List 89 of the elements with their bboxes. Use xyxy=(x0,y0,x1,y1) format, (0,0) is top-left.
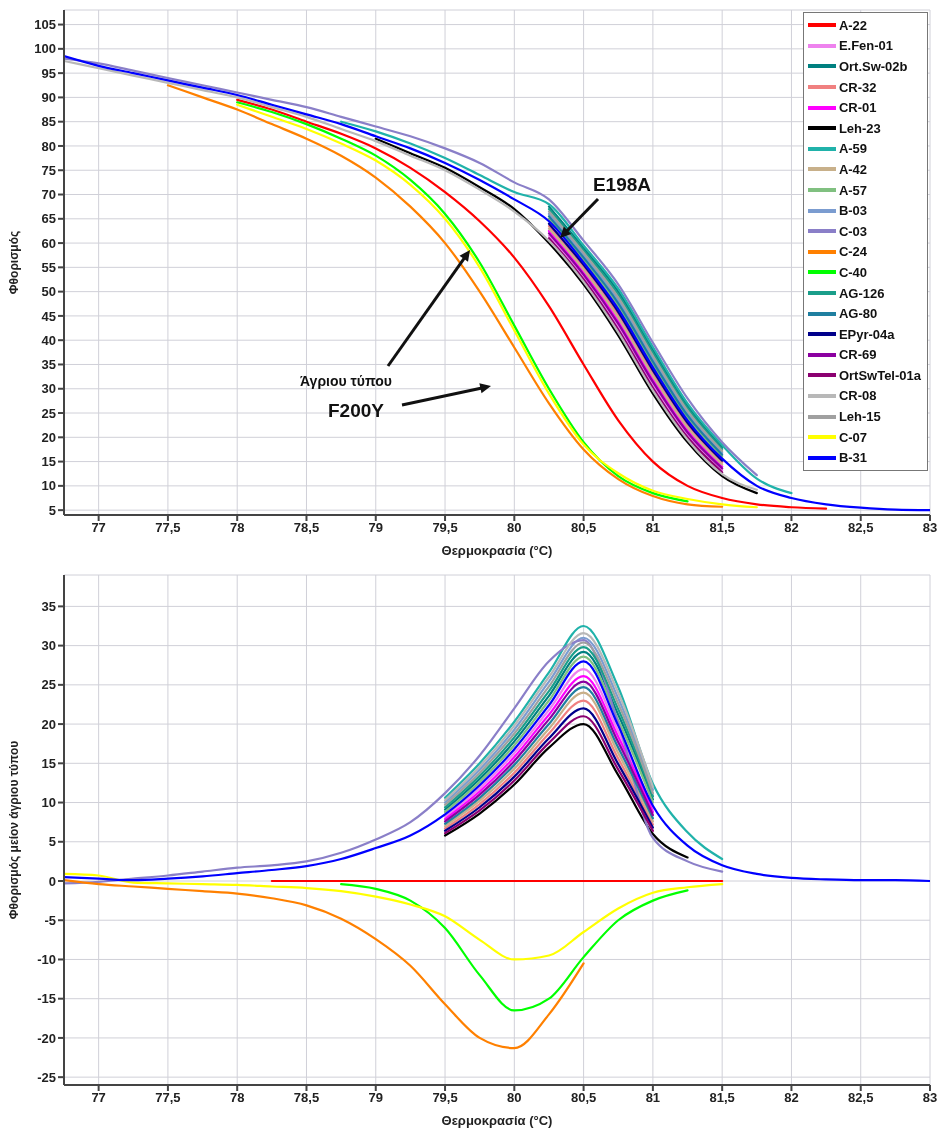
x-axis-title: Θερμοκρασία (°C) xyxy=(441,1113,553,1128)
x-tick-label: 79,5 xyxy=(432,520,458,536)
x-tick-label: 81 xyxy=(645,1090,661,1106)
x-tick-label: 80,5 xyxy=(570,1090,597,1106)
x-tick-label: 83 xyxy=(922,1090,938,1106)
x-tick-label: 83 xyxy=(922,520,938,536)
y-tick-label: 75 xyxy=(41,162,56,178)
x-tick-label: 77 xyxy=(91,1090,106,1106)
legend-label: A-22 xyxy=(838,17,868,33)
x-tick-label: 77 xyxy=(91,520,106,536)
legend-label: Leh-23 xyxy=(838,120,881,136)
y-tick-label: 25 xyxy=(41,677,56,693)
x-tick-label: 82,5 xyxy=(848,520,874,536)
legend-label: B-03 xyxy=(838,203,868,219)
x-tick-label: 79,5 xyxy=(432,1090,458,1106)
y-tick-label: 70 xyxy=(41,187,56,203)
x-tick-label: 78 xyxy=(229,1090,245,1106)
legend-label: AG-126 xyxy=(838,285,885,301)
legend-label: A-57 xyxy=(838,182,868,198)
y-tick-label: -25 xyxy=(37,1069,56,1085)
x-tick-label: 82 xyxy=(784,520,799,536)
legend-label: C-07 xyxy=(838,429,868,445)
y-tick-label: 25 xyxy=(41,405,56,421)
legend-label: C-24 xyxy=(838,244,868,260)
legend-label: Ort.Sw-02b xyxy=(838,58,908,74)
legend-label: EPyr-04a xyxy=(838,326,895,342)
y-tick-label: 35 xyxy=(41,357,56,373)
y-tick-label: 100 xyxy=(34,41,56,57)
y-tick-label: 80 xyxy=(41,138,56,154)
y-tick-label: 5 xyxy=(48,834,56,850)
annotation: E198A xyxy=(592,174,652,196)
y-tick-label: 55 xyxy=(41,259,56,275)
x-tick-label: 79 xyxy=(368,520,383,536)
legend-label: AG-80 xyxy=(838,306,878,322)
legend-label: CR-08 xyxy=(838,388,877,404)
annotation: F200Y xyxy=(328,400,385,422)
y-tick-label: 0 xyxy=(48,873,56,889)
legend-label: C-40 xyxy=(838,264,868,280)
legend-label: CR-69 xyxy=(838,347,877,363)
x-tick-label: 81,5 xyxy=(709,520,735,536)
y-tick-label: 50 xyxy=(41,284,56,300)
y-tick-label: -5 xyxy=(44,912,56,928)
x-tick-label: 78,5 xyxy=(293,520,320,536)
x-tick-label: 81,5 xyxy=(709,1090,735,1106)
y-tick-label: 85 xyxy=(41,114,56,130)
x-tick-label: 78,5 xyxy=(293,1090,320,1106)
x-tick-label: 77,5 xyxy=(155,1090,181,1106)
legend-label: A-59 xyxy=(838,141,868,157)
y-tick-label: 20 xyxy=(41,716,56,732)
x-tick-label: 82,5 xyxy=(848,1090,874,1106)
y-tick-label: 30 xyxy=(41,381,56,397)
y-tick-label: 45 xyxy=(41,308,56,324)
y-tick-label: 65 xyxy=(41,211,56,227)
legend-label: CR-01 xyxy=(838,100,877,116)
y-tick-label: -15 xyxy=(37,991,56,1007)
y-tick-label: 10 xyxy=(41,478,56,494)
legend-label: B-31 xyxy=(838,450,868,466)
legend-label: E.Fen-01 xyxy=(838,38,894,54)
y-tick-label: 105 xyxy=(34,17,56,33)
legend-label: CR-32 xyxy=(838,79,877,95)
x-tick-label: 80 xyxy=(507,520,522,536)
y-tick-label: 30 xyxy=(41,638,56,654)
legend-label: C-03 xyxy=(838,223,868,239)
y-tick-label: 10 xyxy=(41,795,56,811)
y-axis-title: Φθορισμός xyxy=(7,230,22,295)
y-tick-label: 60 xyxy=(41,235,56,251)
x-axis-title: Θερμοκρασία (°C) xyxy=(441,543,553,558)
x-tick-label: 80 xyxy=(507,1090,522,1106)
x-tick-label: 82 xyxy=(784,1090,799,1106)
y-tick-label: 35 xyxy=(41,599,56,614)
x-tick-label: 80,5 xyxy=(570,520,597,536)
x-tick-label: 81 xyxy=(645,520,661,536)
y-tick-label: 15 xyxy=(41,755,56,771)
y-tick-label: 95 xyxy=(41,65,56,81)
y-tick-label: 20 xyxy=(41,429,56,445)
x-tick-label: 79 xyxy=(368,1090,383,1106)
legend-label: OrtSwTel-01a xyxy=(838,367,921,383)
x-tick-label: 77,5 xyxy=(155,520,181,536)
legend-label: Leh-15 xyxy=(838,409,881,425)
annotation: Άγριου τύπου xyxy=(300,372,392,389)
y-tick-label: 15 xyxy=(41,454,56,470)
y-tick-label: 90 xyxy=(41,90,56,106)
x-tick-label: 78 xyxy=(229,520,245,536)
y-axis-title: Φθορισμός μείον άγριου τύπου xyxy=(7,740,22,920)
legend-label: A-42 xyxy=(838,161,868,177)
y-tick-label: 5 xyxy=(48,502,56,518)
y-tick-label: 40 xyxy=(41,332,56,348)
y-tick-label: -20 xyxy=(37,1030,56,1046)
y-tick-label: -10 xyxy=(37,952,56,968)
